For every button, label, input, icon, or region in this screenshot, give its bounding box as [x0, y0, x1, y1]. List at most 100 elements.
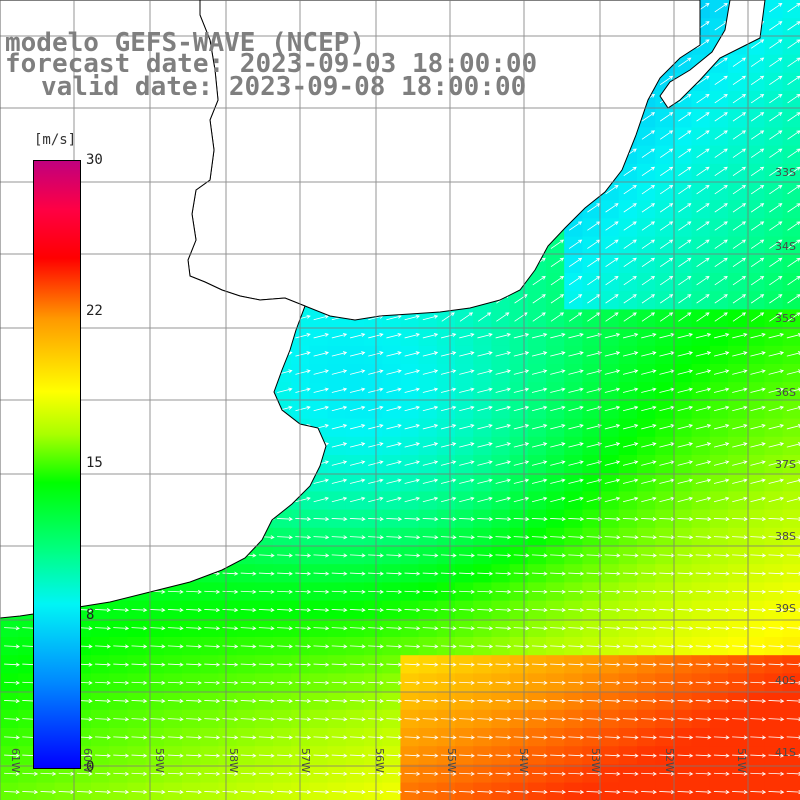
wind-arrow	[222, 644, 239, 649]
wind-arrow	[641, 680, 657, 685]
wind-arrow	[769, 184, 783, 195]
wind-arrow	[167, 771, 184, 776]
wind-arrow	[331, 608, 348, 613]
wind-arrow	[167, 699, 184, 704]
wind-arrow	[495, 626, 512, 631]
lon-label-51w: 51W	[735, 748, 748, 773]
wind-arrow	[313, 589, 330, 594]
wind-arrow	[769, 257, 783, 268]
wind-arrow	[732, 517, 748, 522]
wind-arrow	[513, 644, 530, 649]
wind-arrow	[440, 717, 457, 722]
wind-arrow	[641, 166, 656, 177]
wind-speed-cell	[764, 218, 784, 238]
wind-arrow	[386, 496, 402, 503]
wind-arrow	[677, 717, 694, 722]
wind-arrow	[440, 442, 457, 448]
wind-arrow	[404, 496, 420, 503]
wind-arrow	[295, 517, 312, 522]
wind-speed-cell	[655, 309, 674, 329]
wind-arrow	[623, 203, 637, 213]
wind-arrow	[386, 753, 403, 758]
wind-arrow	[349, 717, 366, 722]
wind-arrow	[568, 460, 584, 466]
wind-arrow	[422, 589, 439, 594]
wind-arrow	[550, 423, 566, 430]
wind-arrow	[531, 553, 548, 558]
wind-arrow	[568, 351, 584, 357]
wind-speed-cell	[509, 782, 529, 800]
wind-arrow	[513, 571, 530, 576]
wind-speed-cell	[673, 218, 693, 238]
wind-arrow	[95, 626, 111, 631]
wind-arrow	[713, 662, 730, 667]
wind-speed-cell	[655, 109, 674, 128]
wind-arrow	[586, 626, 603, 631]
wind-arrow	[641, 699, 657, 704]
wind-arrow	[149, 771, 166, 776]
wind-arrow	[113, 735, 130, 740]
wind-arrow	[604, 442, 621, 448]
wind-speed-cell	[728, 200, 747, 219]
wind-arrow	[95, 717, 111, 722]
wind-arrow	[477, 771, 494, 776]
wind-arrow	[349, 405, 366, 412]
wind-arrow	[750, 257, 765, 268]
lat-label-37s: 37S	[775, 458, 796, 471]
wind-arrow	[258, 608, 275, 613]
wind-arrow	[604, 790, 621, 795]
wind-arrow	[331, 332, 348, 339]
wind-arrow	[769, 294, 783, 304]
wind-arrow	[732, 75, 747, 86]
wind-speed-cell	[691, 218, 711, 238]
wind-arrow	[604, 626, 621, 631]
wind-speed-cell	[564, 273, 583, 292]
wind-arrow	[349, 626, 366, 631]
wind-arrow	[586, 771, 603, 776]
wind-arrow	[295, 332, 311, 339]
wind-speed-cell	[145, 782, 165, 800]
wind-arrow	[495, 553, 512, 558]
wind-speed-cell	[618, 182, 638, 201]
wind-arrow	[641, 405, 657, 412]
wind-arrow	[440, 553, 457, 558]
wind-arrow	[713, 478, 730, 484]
wind-arrow	[459, 589, 475, 594]
wind-arrow	[95, 753, 111, 758]
wind-arrow	[440, 369, 457, 375]
wind-arrow	[531, 442, 548, 448]
wind-arrow	[586, 644, 603, 649]
wind-speed-cell	[764, 91, 784, 110]
wind-arrow	[714, 184, 728, 195]
wind-arrow	[313, 662, 330, 667]
wind-arrow	[622, 405, 639, 412]
wind-arrow	[531, 699, 548, 704]
wind-arrow	[696, 39, 710, 49]
wind-arrow	[222, 735, 239, 740]
wind-arrow	[750, 535, 767, 540]
wind-arrow	[641, 608, 657, 613]
wind-arrow	[386, 644, 403, 649]
wind-arrow	[641, 517, 657, 522]
wind-arrow	[386, 478, 402, 484]
wind-arrow	[713, 423, 730, 430]
wind-arrow	[568, 535, 585, 540]
wind-arrow	[422, 662, 439, 667]
wind-arrow	[167, 608, 184, 613]
wind-speed-cell	[254, 782, 274, 800]
colorbar-tick-0: 0	[86, 759, 95, 775]
wind-arrow	[4, 662, 20, 667]
wind-speed-cell	[582, 309, 602, 329]
wind-arrow	[732, 644, 748, 649]
wind-arrow	[714, 257, 728, 268]
wind-arrow	[331, 680, 348, 685]
wind-arrow	[331, 369, 348, 375]
wind-arrow	[678, 148, 692, 158]
wind-speed-cell	[436, 309, 456, 329]
wind-arrow	[695, 478, 712, 484]
wind-arrow	[750, 680, 767, 685]
wind-speed-cell	[746, 200, 765, 219]
wind-arrow	[769, 148, 783, 158]
wind-arrow	[186, 626, 202, 631]
lon-label-58w: 58W	[227, 748, 240, 773]
